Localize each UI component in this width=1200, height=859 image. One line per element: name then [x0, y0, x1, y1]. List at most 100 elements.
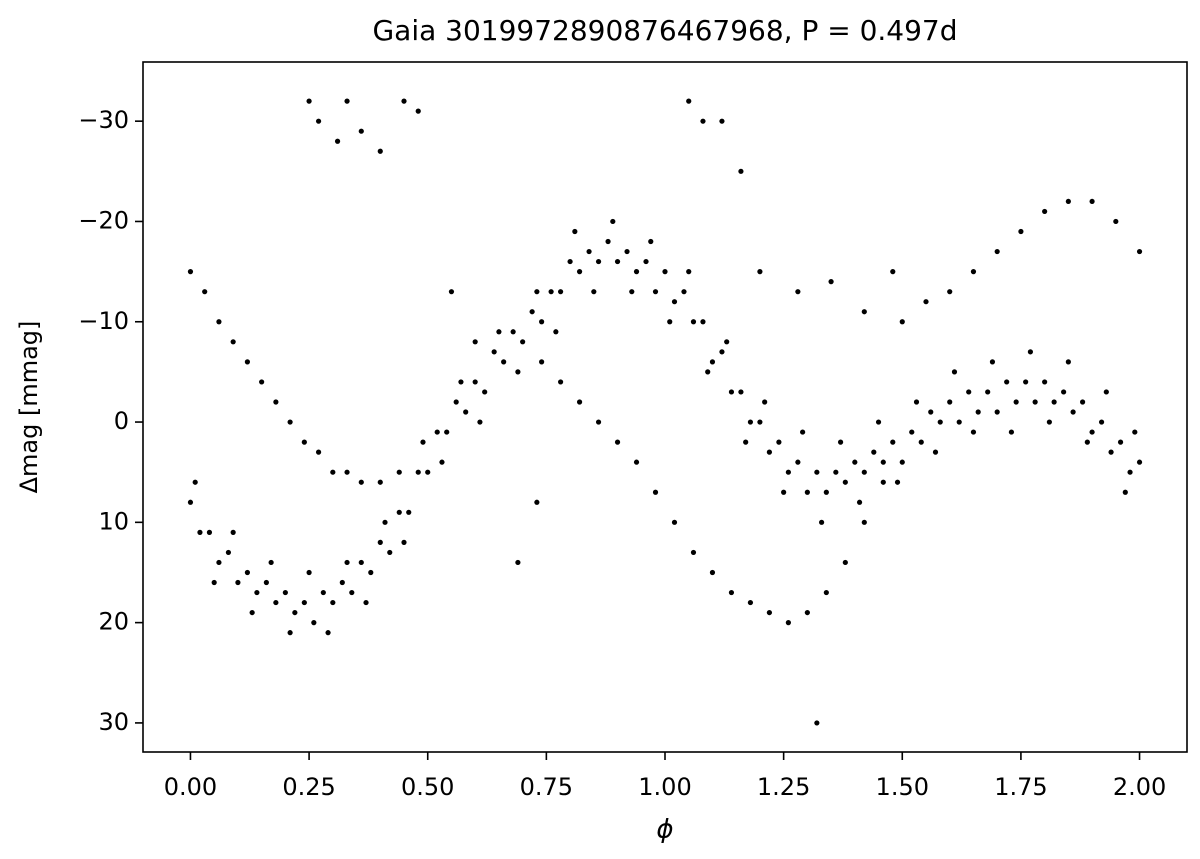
- data-point: [970, 269, 977, 275]
- data-point: [890, 439, 896, 445]
- data-point: [567, 258, 573, 265]
- data-point: [833, 469, 839, 475]
- data-point: [259, 379, 265, 385]
- data-point: [306, 569, 312, 576]
- data-point: [325, 630, 331, 636]
- data-point: [894, 479, 901, 485]
- data-point: [757, 419, 763, 425]
- data-point: [235, 579, 241, 586]
- data-point: [909, 429, 915, 435]
- data-point: [994, 409, 1000, 415]
- data-point: [1108, 449, 1114, 455]
- data-point: [1070, 409, 1076, 415]
- data-point: [439, 459, 445, 465]
- data-point: [828, 279, 834, 285]
- data-point: [368, 569, 374, 576]
- data-point: [382, 519, 388, 525]
- data-point: [795, 289, 801, 295]
- data-point: [709, 359, 716, 365]
- y-tick-label: 30: [98, 708, 129, 736]
- data-point: [1136, 459, 1143, 465]
- data-point: [823, 589, 829, 596]
- data-point: [861, 309, 867, 315]
- data-point: [686, 98, 692, 104]
- data-point: [947, 399, 953, 405]
- data-point: [652, 289, 659, 295]
- y-tick-label: −20: [78, 206, 129, 234]
- data-point: [747, 599, 754, 606]
- data-point: [633, 269, 640, 275]
- data-point: [448, 289, 455, 295]
- data-point: [923, 299, 929, 305]
- data-point: [553, 329, 559, 335]
- data-point: [819, 519, 825, 525]
- data-point: [1113, 218, 1119, 225]
- data-point: [762, 399, 768, 405]
- data-point: [396, 509, 402, 515]
- data-point: [918, 439, 924, 445]
- data-point: [548, 289, 554, 295]
- data-point: [415, 108, 421, 114]
- data-point: [738, 168, 744, 174]
- data-point: [1042, 208, 1048, 215]
- data-point: [206, 529, 213, 535]
- data-point: [396, 469, 402, 475]
- data-point: [311, 620, 317, 626]
- data-point: [1089, 429, 1095, 435]
- y-tick-label: 0: [114, 407, 129, 435]
- data-point: [970, 429, 977, 435]
- data-point: [614, 258, 621, 265]
- data-point: [434, 429, 440, 435]
- data-point: [757, 269, 763, 275]
- data-point: [842, 559, 848, 566]
- data-point: [287, 630, 293, 636]
- data-point: [377, 539, 383, 545]
- data-point: [401, 539, 407, 545]
- data-point: [472, 339, 478, 345]
- y-tick-label: −10: [78, 307, 129, 335]
- data-point: [1023, 379, 1029, 385]
- data-point: [690, 549, 697, 556]
- data-point: [871, 449, 877, 455]
- data-point: [662, 269, 668, 275]
- data-point: [766, 609, 773, 616]
- data-point: [330, 469, 336, 475]
- data-point: [1122, 489, 1128, 495]
- data-point: [339, 579, 345, 586]
- data-point: [225, 549, 232, 556]
- data-point: [539, 359, 545, 365]
- y-axis-label: Δmag [mmag]: [15, 321, 43, 494]
- data-point: [743, 439, 749, 445]
- data-point: [273, 399, 279, 405]
- data-point: [648, 238, 654, 245]
- data-point: [614, 439, 621, 445]
- data-point: [814, 720, 820, 726]
- x-tick-label: 0.25: [282, 773, 335, 801]
- data-point: [624, 248, 630, 255]
- data-point: [387, 549, 393, 556]
- data-point: [738, 389, 744, 395]
- data-point: [534, 289, 540, 295]
- data-point: [349, 589, 355, 596]
- data-point: [947, 289, 953, 295]
- data-point: [496, 329, 502, 335]
- data-point: [776, 439, 782, 445]
- data-point: [472, 379, 478, 385]
- data-point: [837, 439, 844, 445]
- data-point: [937, 419, 943, 425]
- data-point: [700, 118, 706, 124]
- x-tick-label: 1.50: [876, 773, 929, 801]
- data-point: [861, 519, 867, 525]
- data-point: [254, 589, 260, 596]
- data-point: [705, 369, 711, 375]
- data-point: [800, 429, 806, 435]
- chart-title: Gaia 3019972890876467968, P = 0.497d: [372, 14, 957, 47]
- data-point: [458, 379, 464, 385]
- data-point: [814, 469, 820, 475]
- data-point: [875, 419, 882, 425]
- x-tick-label: 0.75: [520, 773, 573, 801]
- data-point: [216, 559, 222, 566]
- data-point: [719, 118, 725, 124]
- data-point: [951, 369, 958, 375]
